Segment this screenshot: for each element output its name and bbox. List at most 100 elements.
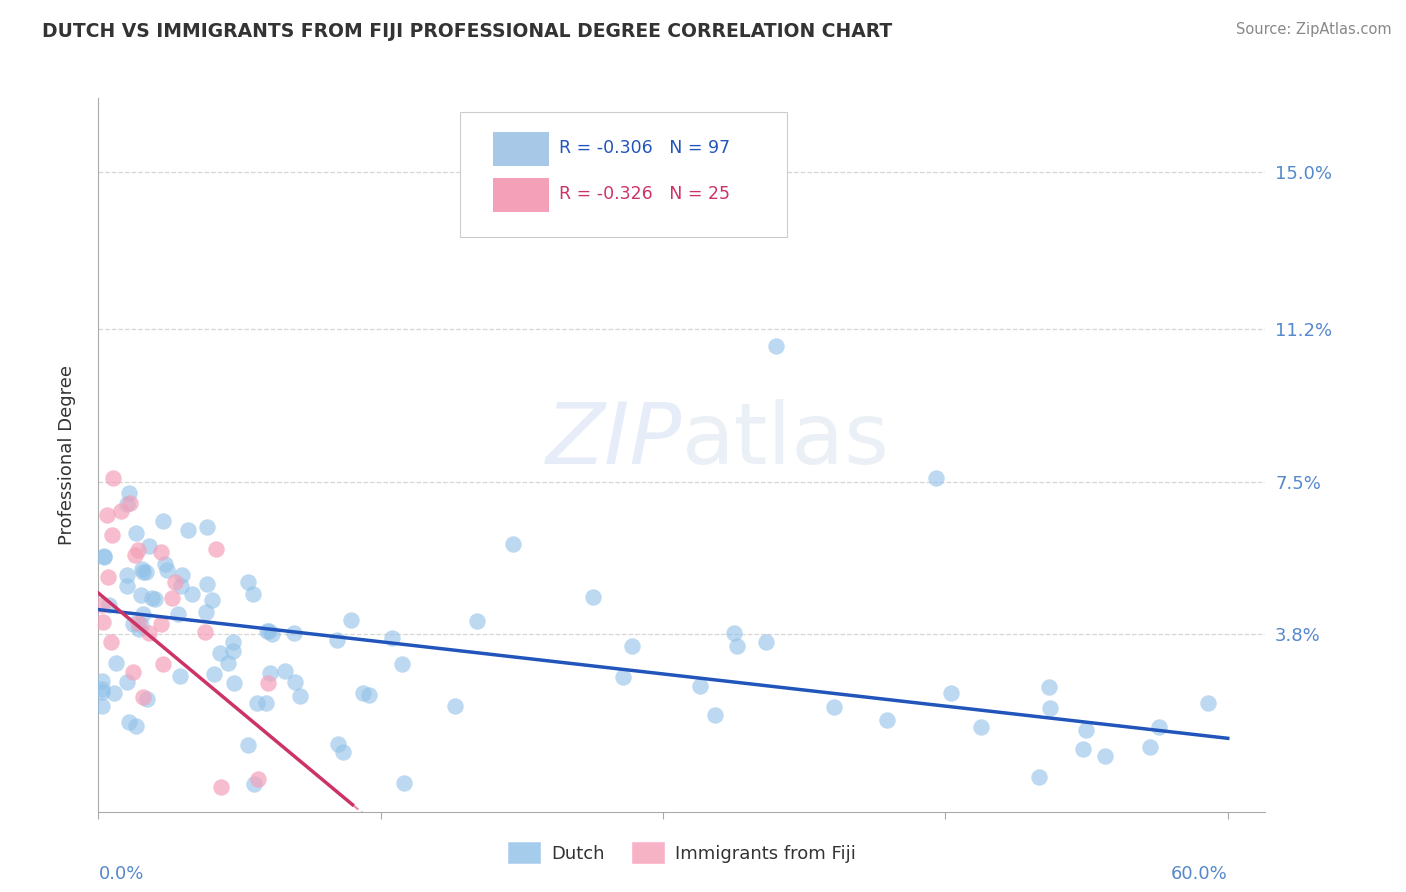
Point xyxy=(97,598,120,612)
Point xyxy=(103,470,125,484)
Point xyxy=(765,338,787,352)
Point xyxy=(127,616,149,631)
Point xyxy=(1028,770,1050,784)
Point xyxy=(236,738,259,752)
Point xyxy=(153,557,176,571)
FancyBboxPatch shape xyxy=(494,132,548,166)
Point xyxy=(138,539,160,553)
FancyBboxPatch shape xyxy=(494,178,548,212)
Point xyxy=(217,656,239,670)
Point xyxy=(823,700,845,714)
Point xyxy=(704,708,727,723)
Point xyxy=(118,715,141,730)
Point xyxy=(91,684,114,698)
Point xyxy=(247,772,270,786)
Point xyxy=(939,686,962,700)
Point xyxy=(131,562,153,576)
Point xyxy=(110,503,132,517)
Point xyxy=(122,616,145,631)
FancyBboxPatch shape xyxy=(460,112,787,237)
Text: Source: ZipAtlas.com: Source: ZipAtlas.com xyxy=(1236,22,1392,37)
Point xyxy=(381,632,404,646)
Point xyxy=(100,528,122,542)
Point xyxy=(97,570,120,584)
Point xyxy=(359,688,381,702)
Point xyxy=(115,579,138,593)
Point xyxy=(165,574,187,589)
Point xyxy=(925,470,948,484)
Point xyxy=(105,657,128,671)
Point xyxy=(100,635,122,649)
Point xyxy=(1039,701,1062,715)
Point xyxy=(444,698,467,713)
Point xyxy=(325,632,347,647)
Y-axis label: Professional Degree: Professional Degree xyxy=(58,365,76,545)
Point xyxy=(246,696,269,710)
Point xyxy=(118,486,141,500)
Point xyxy=(1139,739,1161,754)
Point xyxy=(326,737,349,751)
Point xyxy=(118,496,141,510)
Point xyxy=(96,508,118,522)
Point xyxy=(465,614,488,628)
Point xyxy=(256,624,278,639)
Point xyxy=(582,590,605,604)
Point xyxy=(170,580,193,594)
Point xyxy=(138,625,160,640)
Point xyxy=(723,626,745,640)
Point xyxy=(125,719,148,733)
Point xyxy=(195,520,218,534)
Point xyxy=(132,690,155,704)
Point xyxy=(93,549,115,563)
Point xyxy=(612,670,634,684)
Point xyxy=(224,676,246,690)
Point xyxy=(392,776,415,790)
Point xyxy=(135,566,157,580)
Text: atlas: atlas xyxy=(682,399,890,483)
Point xyxy=(129,588,152,602)
Point xyxy=(283,625,305,640)
Point xyxy=(122,665,145,680)
Point xyxy=(1071,742,1094,756)
Point xyxy=(274,665,297,679)
Point xyxy=(332,745,354,759)
Point xyxy=(103,686,125,700)
Point xyxy=(1149,720,1171,734)
Point xyxy=(391,657,413,671)
Point xyxy=(194,625,217,640)
Text: 60.0%: 60.0% xyxy=(1171,865,1227,883)
Legend: Dutch, Immigrants from Fiji: Dutch, Immigrants from Fiji xyxy=(501,835,863,871)
Point xyxy=(195,605,218,619)
Text: R = -0.306   N = 97: R = -0.306 N = 97 xyxy=(560,139,731,157)
Point xyxy=(177,523,200,537)
Point xyxy=(136,691,159,706)
Point xyxy=(150,544,173,558)
Point xyxy=(202,667,225,681)
Point xyxy=(162,591,184,606)
Point xyxy=(180,587,202,601)
Point xyxy=(143,592,166,607)
Point xyxy=(132,565,155,579)
Point xyxy=(125,525,148,540)
Point xyxy=(502,536,524,550)
Point xyxy=(620,639,643,653)
Point xyxy=(117,567,139,582)
Point xyxy=(127,542,149,557)
Point xyxy=(91,598,114,612)
Point xyxy=(91,615,114,630)
Point xyxy=(1074,723,1097,737)
Point xyxy=(288,689,311,703)
Point xyxy=(262,627,284,641)
Point xyxy=(197,577,219,591)
Point xyxy=(1094,748,1116,763)
Point xyxy=(876,713,898,727)
Point xyxy=(166,607,188,622)
Point xyxy=(755,634,778,648)
Point xyxy=(1038,680,1060,694)
Point xyxy=(256,675,278,690)
Point xyxy=(91,681,114,696)
Point xyxy=(254,696,277,710)
Point xyxy=(236,575,259,590)
Point xyxy=(91,699,114,714)
Point xyxy=(222,635,245,649)
